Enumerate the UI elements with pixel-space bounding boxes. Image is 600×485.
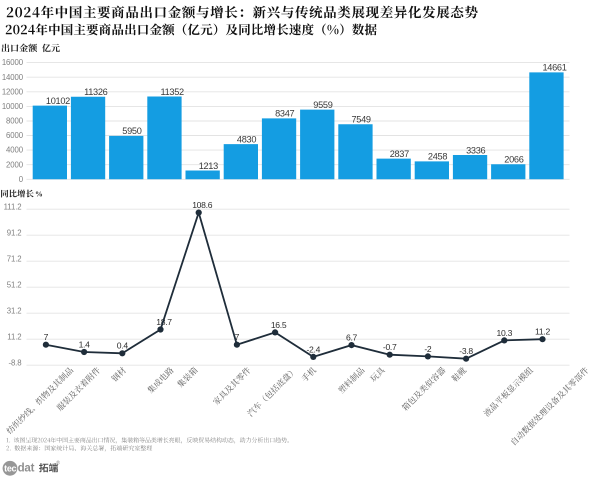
svg-text:-8.8: -8.8 [8,359,21,368]
svg-text:10102: 10102 [46,96,70,106]
svg-text:®: ® [56,460,60,467]
svg-text:108.6: 108.6 [192,200,213,210]
svg-text:-2.4: -2.4 [306,344,320,354]
svg-text:7: 7 [44,332,49,342]
svg-text:31.2: 31.2 [7,307,22,316]
svg-text:7: 7 [235,332,240,342]
svg-text:1.4: 1.4 [79,339,91,349]
svg-text:2458: 2458 [428,152,447,162]
svg-text:11326: 11326 [84,87,108,97]
svg-text:7549: 7549 [352,115,371,125]
svg-text:11.2: 11.2 [7,333,21,342]
svg-text:2000: 2000 [6,160,24,169]
svg-text:-2: -2 [424,344,432,354]
svg-text:6000: 6000 [6,131,24,140]
svg-text:3336: 3336 [466,145,485,155]
svg-text:91.2: 91.2 [7,229,22,238]
svg-text:0: 0 [19,175,24,184]
svg-text:dat: dat [18,463,35,475]
svg-text:0.4: 0.4 [117,341,129,351]
svg-text:2837: 2837 [390,149,409,159]
svg-text:11352: 11352 [161,87,185,97]
svg-text:14000: 14000 [2,73,24,82]
svg-text:111.2: 111.2 [4,203,22,212]
svg-text:-0.7: -0.7 [383,342,397,352]
svg-text:tec: tec [4,463,16,473]
svg-text:6.7: 6.7 [346,333,358,343]
svg-text:16000: 16000 [2,58,24,67]
svg-text:4830: 4830 [237,134,256,144]
svg-text:12000: 12000 [2,87,24,96]
svg-text:9559: 9559 [313,100,332,110]
svg-text:8000: 8000 [6,117,24,126]
svg-text:5950: 5950 [122,126,141,136]
svg-text:8347: 8347 [275,109,294,119]
svg-text:4000: 4000 [6,146,24,155]
svg-text:14661: 14661 [543,63,567,73]
svg-text:16.5: 16.5 [271,320,287,330]
svg-text:-3.8: -3.8 [459,346,473,356]
svg-text:10.3: 10.3 [497,328,513,338]
svg-text:%: % [35,190,43,199]
svg-text:10000: 10000 [2,102,24,111]
svg-text:11.2: 11.2 [535,327,550,337]
svg-text:1213: 1213 [199,161,218,171]
svg-text:51.2: 51.2 [7,281,22,290]
svg-text:71.2: 71.2 [7,255,22,264]
svg-text:2066: 2066 [504,155,523,165]
svg-text:18.7: 18.7 [156,317,172,327]
